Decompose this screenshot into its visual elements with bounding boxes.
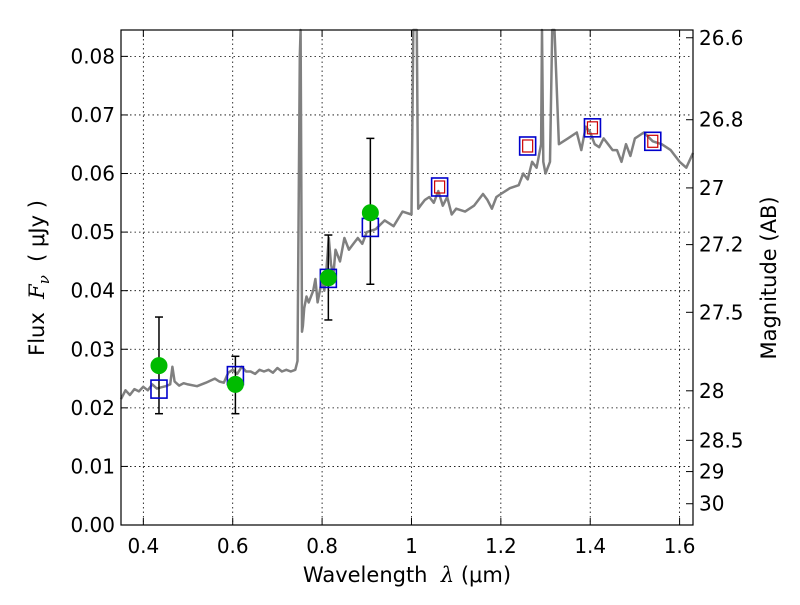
model-band-marker bbox=[518, 136, 537, 156]
model-spectrum-line bbox=[119, 28, 695, 400]
x-tick-label: 0.6 bbox=[217, 534, 249, 558]
x-tick-label: 1.6 bbox=[664, 534, 696, 558]
x-tick-label: 1.4 bbox=[574, 534, 606, 558]
x-tick-label: 0.8 bbox=[306, 534, 338, 558]
y-tick-label: 0.05 bbox=[70, 220, 115, 244]
plot-background bbox=[121, 30, 693, 525]
y2-tick-label: 29 bbox=[699, 460, 724, 484]
y2-tick-label: 27.2 bbox=[699, 233, 744, 257]
model-band-inner-marker bbox=[522, 139, 534, 153]
model-band-marker bbox=[150, 379, 168, 399]
x-tick-label: 0.4 bbox=[127, 534, 159, 558]
y-axis-label-unit: ( μJy ) bbox=[25, 200, 49, 275]
observed-point bbox=[226, 375, 244, 393]
y2-tick-label: 30 bbox=[699, 492, 724, 516]
y2-tick-label: 28.5 bbox=[699, 428, 744, 452]
y-tick-label: 0.06 bbox=[70, 162, 115, 186]
y2-tick-label: 28 bbox=[699, 379, 724, 403]
y2-tick-label: 26.8 bbox=[699, 108, 744, 132]
y-tick-label: 0.03 bbox=[70, 337, 115, 361]
y-tick-label: 0.01 bbox=[70, 454, 115, 478]
x-axis-label: Wavelength λ (μm) bbox=[303, 563, 511, 587]
x-axis-label-unit: (μm) bbox=[454, 563, 511, 587]
y2-tick-label: 26.6 bbox=[699, 26, 744, 50]
model-band-marker bbox=[643, 131, 662, 152]
observed-point bbox=[361, 204, 379, 222]
y-axis-label-text: Flux bbox=[25, 299, 49, 356]
model-band-marker bbox=[430, 177, 449, 197]
y-tick-label: 0.08 bbox=[70, 44, 115, 68]
model-band-inner-marker bbox=[647, 134, 659, 148]
x-tick-label: 1 bbox=[405, 534, 418, 558]
y-axis: 0.00 0.01 0.02 0.03 0.04 0.05 0.06 0.07 0.08 bbox=[70, 44, 128, 537]
x-axis: 0.4 0.6 0.8 1 1.2 1.4 1.6 bbox=[127, 30, 696, 558]
y2-tick-label: 27.5 bbox=[699, 300, 744, 324]
observed-point bbox=[319, 269, 337, 287]
y-axis-label-symbol: F bbox=[25, 283, 49, 300]
y-axis-label: Flux Fν ( μJy ) bbox=[25, 200, 53, 356]
y2-axis-label: Magnitude (AB) bbox=[757, 196, 781, 359]
y-tick-label: 0.07 bbox=[70, 103, 115, 127]
y2-axis: 26.6 26.8 27 27.2 27.5 28 28.5 29 30 bbox=[686, 26, 744, 516]
y2-tick-label: 27 bbox=[699, 176, 724, 200]
model-band-inner-marker bbox=[586, 121, 599, 135]
plot-frame bbox=[120, 29, 694, 526]
x-axis-label-text: Wavelength bbox=[303, 563, 441, 587]
x-axis-label-symbol: λ bbox=[440, 563, 454, 587]
y-tick-label: 0.00 bbox=[70, 513, 115, 537]
y-axis-label-subscript: ν bbox=[35, 275, 53, 284]
x-tick-label: 1.2 bbox=[485, 534, 517, 558]
y-tick-label: 0.02 bbox=[70, 396, 115, 420]
model-band-marker bbox=[583, 118, 602, 138]
model-band-inner-marker bbox=[434, 180, 446, 194]
model-spectrum-group bbox=[119, 28, 695, 400]
observed-point bbox=[150, 357, 168, 375]
y-tick-label: 0.04 bbox=[70, 279, 115, 303]
observed-point-group bbox=[150, 204, 379, 393]
